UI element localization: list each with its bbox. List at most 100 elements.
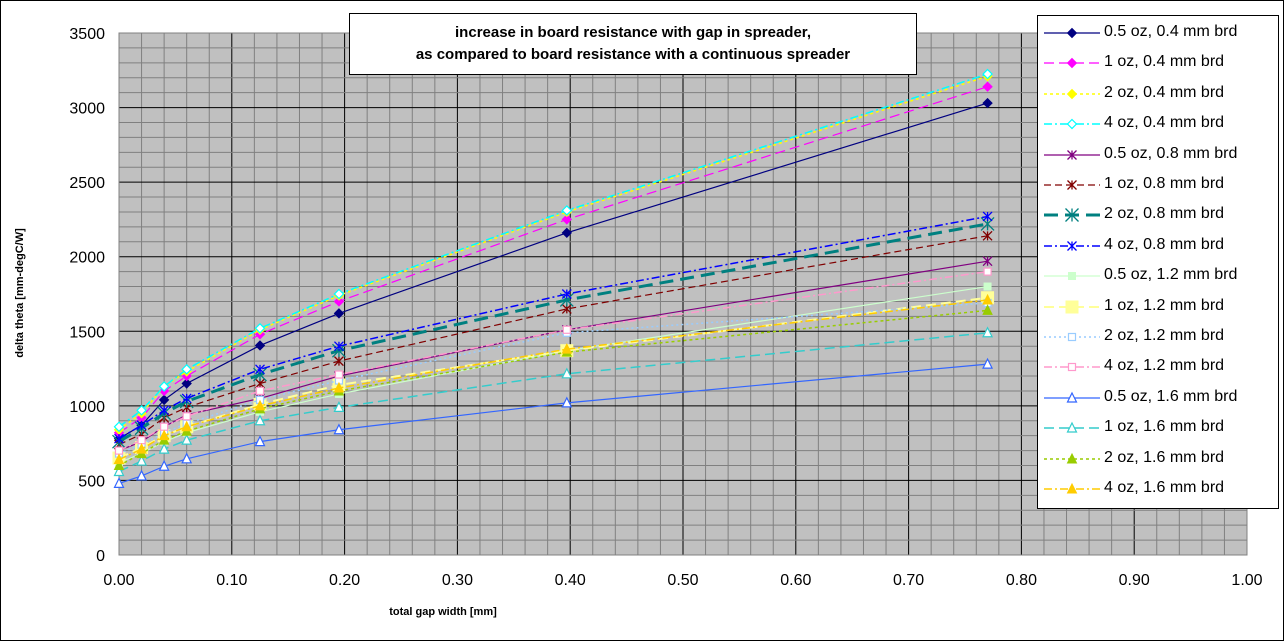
data-point [333,401,345,412]
data-point [334,341,344,352]
legend-label: 4 oz, 1.2 mm brd [1104,357,1225,375]
legend-symbol [1044,58,1100,69]
y-axis-label: delta theta [mm-degC/W] [14,228,26,358]
data-point [982,357,994,369]
legend-label: 2 oz, 0.4 mm brd [1104,83,1225,101]
series-line [118,363,988,484]
legend-label: 0.5 oz, 1.6 mm brd [1104,387,1238,405]
data-point [113,477,125,489]
legend-marker [1065,208,1079,223]
legend-item: 2 oz, 0.4 mm brd [1038,81,1278,107]
data-point [333,308,345,319]
data-point [113,459,125,471]
y-tick-label: 0 [96,548,105,565]
x-tick-label: 0.50 [667,572,698,589]
legend-marker [1067,363,1077,372]
data-point [982,211,993,222]
data-point [561,343,573,354]
data-point [982,326,994,338]
series-line [118,302,988,455]
y-tick-label: 2500 [69,175,105,192]
legend-item: 1 oz, 1.2 mm brd [1038,294,1278,320]
data-point [136,454,148,466]
data-point [159,405,170,416]
data-point [334,356,344,367]
data-point [181,420,192,432]
x-tick-label: 1.00 [1231,572,1262,589]
legend-label: 2 oz, 1.6 mm brd [1104,448,1225,466]
x-tick-label: 0.90 [1119,572,1150,589]
legend-item: 2 oz, 1.6 mm brd [1038,446,1278,472]
data-point [982,81,993,92]
legend-symbol [1044,332,1100,342]
data-point [136,404,147,416]
data-point [113,465,125,477]
data-point [254,340,266,351]
legend-item: 1 oz, 0.4 mm brd [1038,50,1278,76]
series-line [118,222,988,443]
legend-item: 1 oz, 1.6 mm brd [1038,415,1278,441]
data-point [113,453,125,465]
data-point [181,393,192,404]
legend-symbol [1044,300,1100,314]
x-tick-label: 0.30 [442,572,473,589]
data-point [333,381,345,393]
legend-marker [1066,482,1078,494]
legend-symbol [1044,272,1100,281]
data-point [136,420,147,431]
legend-item: 0.5 oz, 1.6 mm brd [1038,385,1278,411]
legend-marker [1066,391,1078,403]
chart-title-line-2: as compared to board resistance with a c… [415,46,851,63]
legend-symbol [1044,208,1100,223]
legend-symbol [1044,88,1100,100]
legend-symbol [1044,363,1100,372]
series-line [118,75,988,431]
data-point [561,227,573,239]
data-point [160,422,169,431]
data-point [114,446,124,455]
legend-symbol [1044,391,1100,403]
legend-marker [1066,27,1078,39]
data-point [561,289,572,299]
x-tick-label: 0.80 [1006,572,1037,589]
x-tick-label: 0.20 [329,572,360,589]
data-point [114,433,124,444]
legend-item: 4 oz, 1.6 mm brd [1038,476,1278,502]
series-layer [112,68,995,489]
series-line [118,235,988,446]
data-point [982,230,993,241]
legend-marker [1068,272,1076,281]
series-8 [114,211,993,444]
x-axis-label: total gap width [mm] [389,606,497,618]
legend-item: 0.5 oz, 0.8 mm brd [1038,142,1278,168]
data-point [983,282,992,291]
legend-symbol [1044,482,1100,494]
tick-labels: 0.00 0.10 0.20 0.30 0.40 0.50 0.60 0.70 0.80 0.90… [69,26,1262,589]
x-tick-label: 0.10 [216,572,247,589]
legend-label: 1 oz, 0.4 mm brd [1104,53,1225,71]
legend-marker [1067,180,1077,190]
data-point [158,394,170,406]
data-point [982,256,993,267]
legend-label: 1 oz, 1.6 mm brd [1104,418,1225,436]
data-point [561,367,573,379]
legend-label: 4 oz, 0.8 mm brd [1104,235,1225,253]
y-tick-label: 1000 [69,399,105,416]
data-point [182,412,191,421]
chart-title: increase in board resistance with gap in… [349,13,917,75]
x-tick-label: 0.40 [555,572,586,589]
legend-label: 1 oz, 1.2 mm brd [1104,296,1225,314]
legend-symbol [1044,421,1100,433]
x-tick-label: 0.00 [103,572,134,589]
data-point [181,378,192,389]
data-point [333,296,345,307]
data-point [136,442,147,454]
data-point [181,433,193,445]
data-point [562,325,571,334]
data-point [333,288,345,300]
data-point [254,435,266,447]
data-point [333,423,345,435]
legend-item: 2 oz, 1.2 mm brd [1038,324,1278,350]
legend: 0.5 oz, 0.4 mm brd 1 oz, 0.4 mm brd 2 oz, … [1037,15,1279,509]
